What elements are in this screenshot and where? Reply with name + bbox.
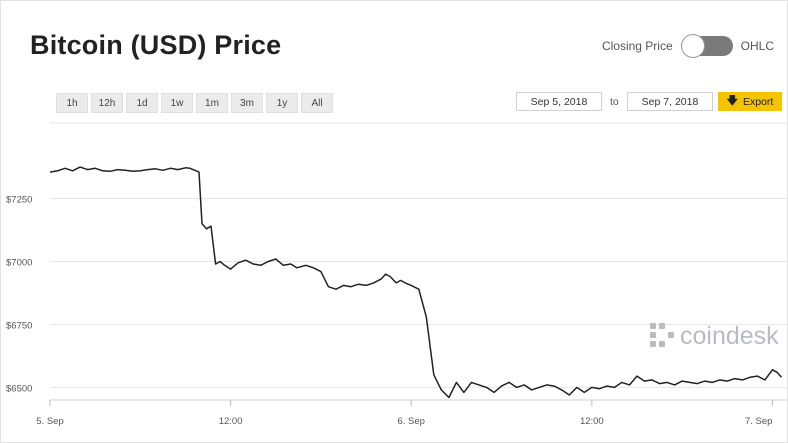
chart-grid — [49, 122, 786, 406]
y-axis-labels: $6500 $6750 $7000 $7250 — [6, 195, 32, 395]
y-tick-label: $7250 — [6, 195, 32, 206]
coindesk-logo-icon — [650, 322, 674, 351]
from-date-input[interactable]: Sep 5, 2018 — [516, 92, 602, 111]
range-button-all[interactable]: All — [301, 93, 333, 113]
range-button-3m[interactable]: 3m — [231, 93, 263, 113]
time-range-selector: 1h 12h 1d 1w 1m 3m 1y All — [56, 93, 333, 113]
download-arrow-icon: 🡇 — [726, 95, 738, 107]
export-button[interactable]: 🡇 Export — [718, 92, 782, 111]
to-label: to — [610, 96, 619, 108]
export-label: Export — [742, 95, 774, 108]
range-button-1m[interactable]: 1m — [196, 93, 228, 113]
coindesk-watermark: coindesk — [650, 322, 779, 351]
closing-ohlc-switch[interactable] — [680, 34, 733, 58]
range-button-1y[interactable]: 1y — [266, 93, 298, 113]
x-axis-labels: 5. Sep 12:00 6. Sep 12:00 7. Sep — [36, 416, 772, 427]
y-tick-label: $6500 — [6, 383, 32, 394]
range-button-1h[interactable]: 1h — [56, 93, 88, 113]
closing-price-label: Closing Price — [601, 39, 673, 53]
price-series-line — [49, 166, 783, 399]
to-date-input[interactable]: Sep 7, 2018 — [627, 92, 713, 111]
x-tick-label: 6. Sep — [397, 416, 424, 427]
x-tick-label: 12:00 — [580, 416, 604, 427]
x-tick-label: 5. Sep — [36, 416, 63, 427]
chart-mode-toggle: Closing Price OHLC — [601, 34, 774, 58]
ohlc-label: OHLC — [740, 39, 774, 53]
range-button-1d[interactable]: 1d — [126, 93, 158, 113]
page-title: Bitcoin (USD) Price — [30, 30, 282, 60]
x-tick-label: 12:00 — [219, 416, 243, 427]
x-tick-label: 7. Sep — [745, 416, 772, 427]
y-tick-label: $6750 — [6, 320, 32, 331]
watermark-text: coindesk — [680, 322, 779, 350]
switch-knob — [680, 34, 705, 58]
y-tick-label: $7000 — [6, 258, 32, 269]
range-button-1w[interactable]: 1w — [161, 93, 193, 113]
range-button-12h[interactable]: 12h — [91, 93, 123, 113]
